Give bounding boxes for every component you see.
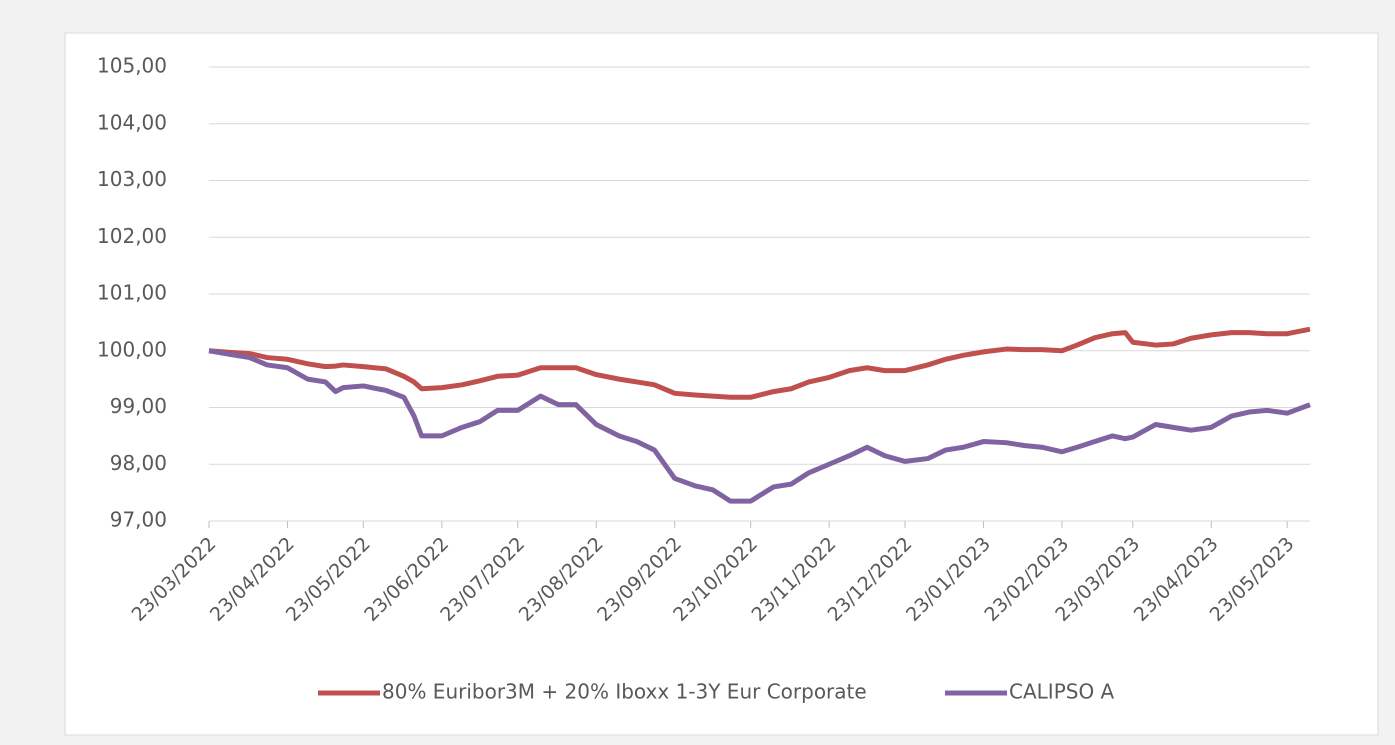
y-tick-label: 104,00 [97, 110, 167, 134]
y-tick-label: 103,00 [97, 167, 167, 191]
series-line [208, 348, 1311, 504]
y-tick-label: 100,00 [97, 337, 167, 361]
y-tick-label: 97,00 [110, 508, 167, 532]
y-tick-label: 98,00 [110, 451, 167, 475]
y-tick-label: 101,00 [97, 281, 167, 305]
y-tick-label: 105,00 [97, 54, 167, 78]
chart-panel [64, 32, 1379, 736]
legend-label: 80% Euribor3M + 20% Iboxx 1-3Y Eur Corpo… [382, 680, 867, 704]
legend-label: CALIPSO A [1009, 680, 1115, 704]
y-tick-label: 99,00 [110, 394, 167, 418]
series-line [208, 326, 1311, 400]
y-tick-label: 102,00 [97, 224, 167, 248]
